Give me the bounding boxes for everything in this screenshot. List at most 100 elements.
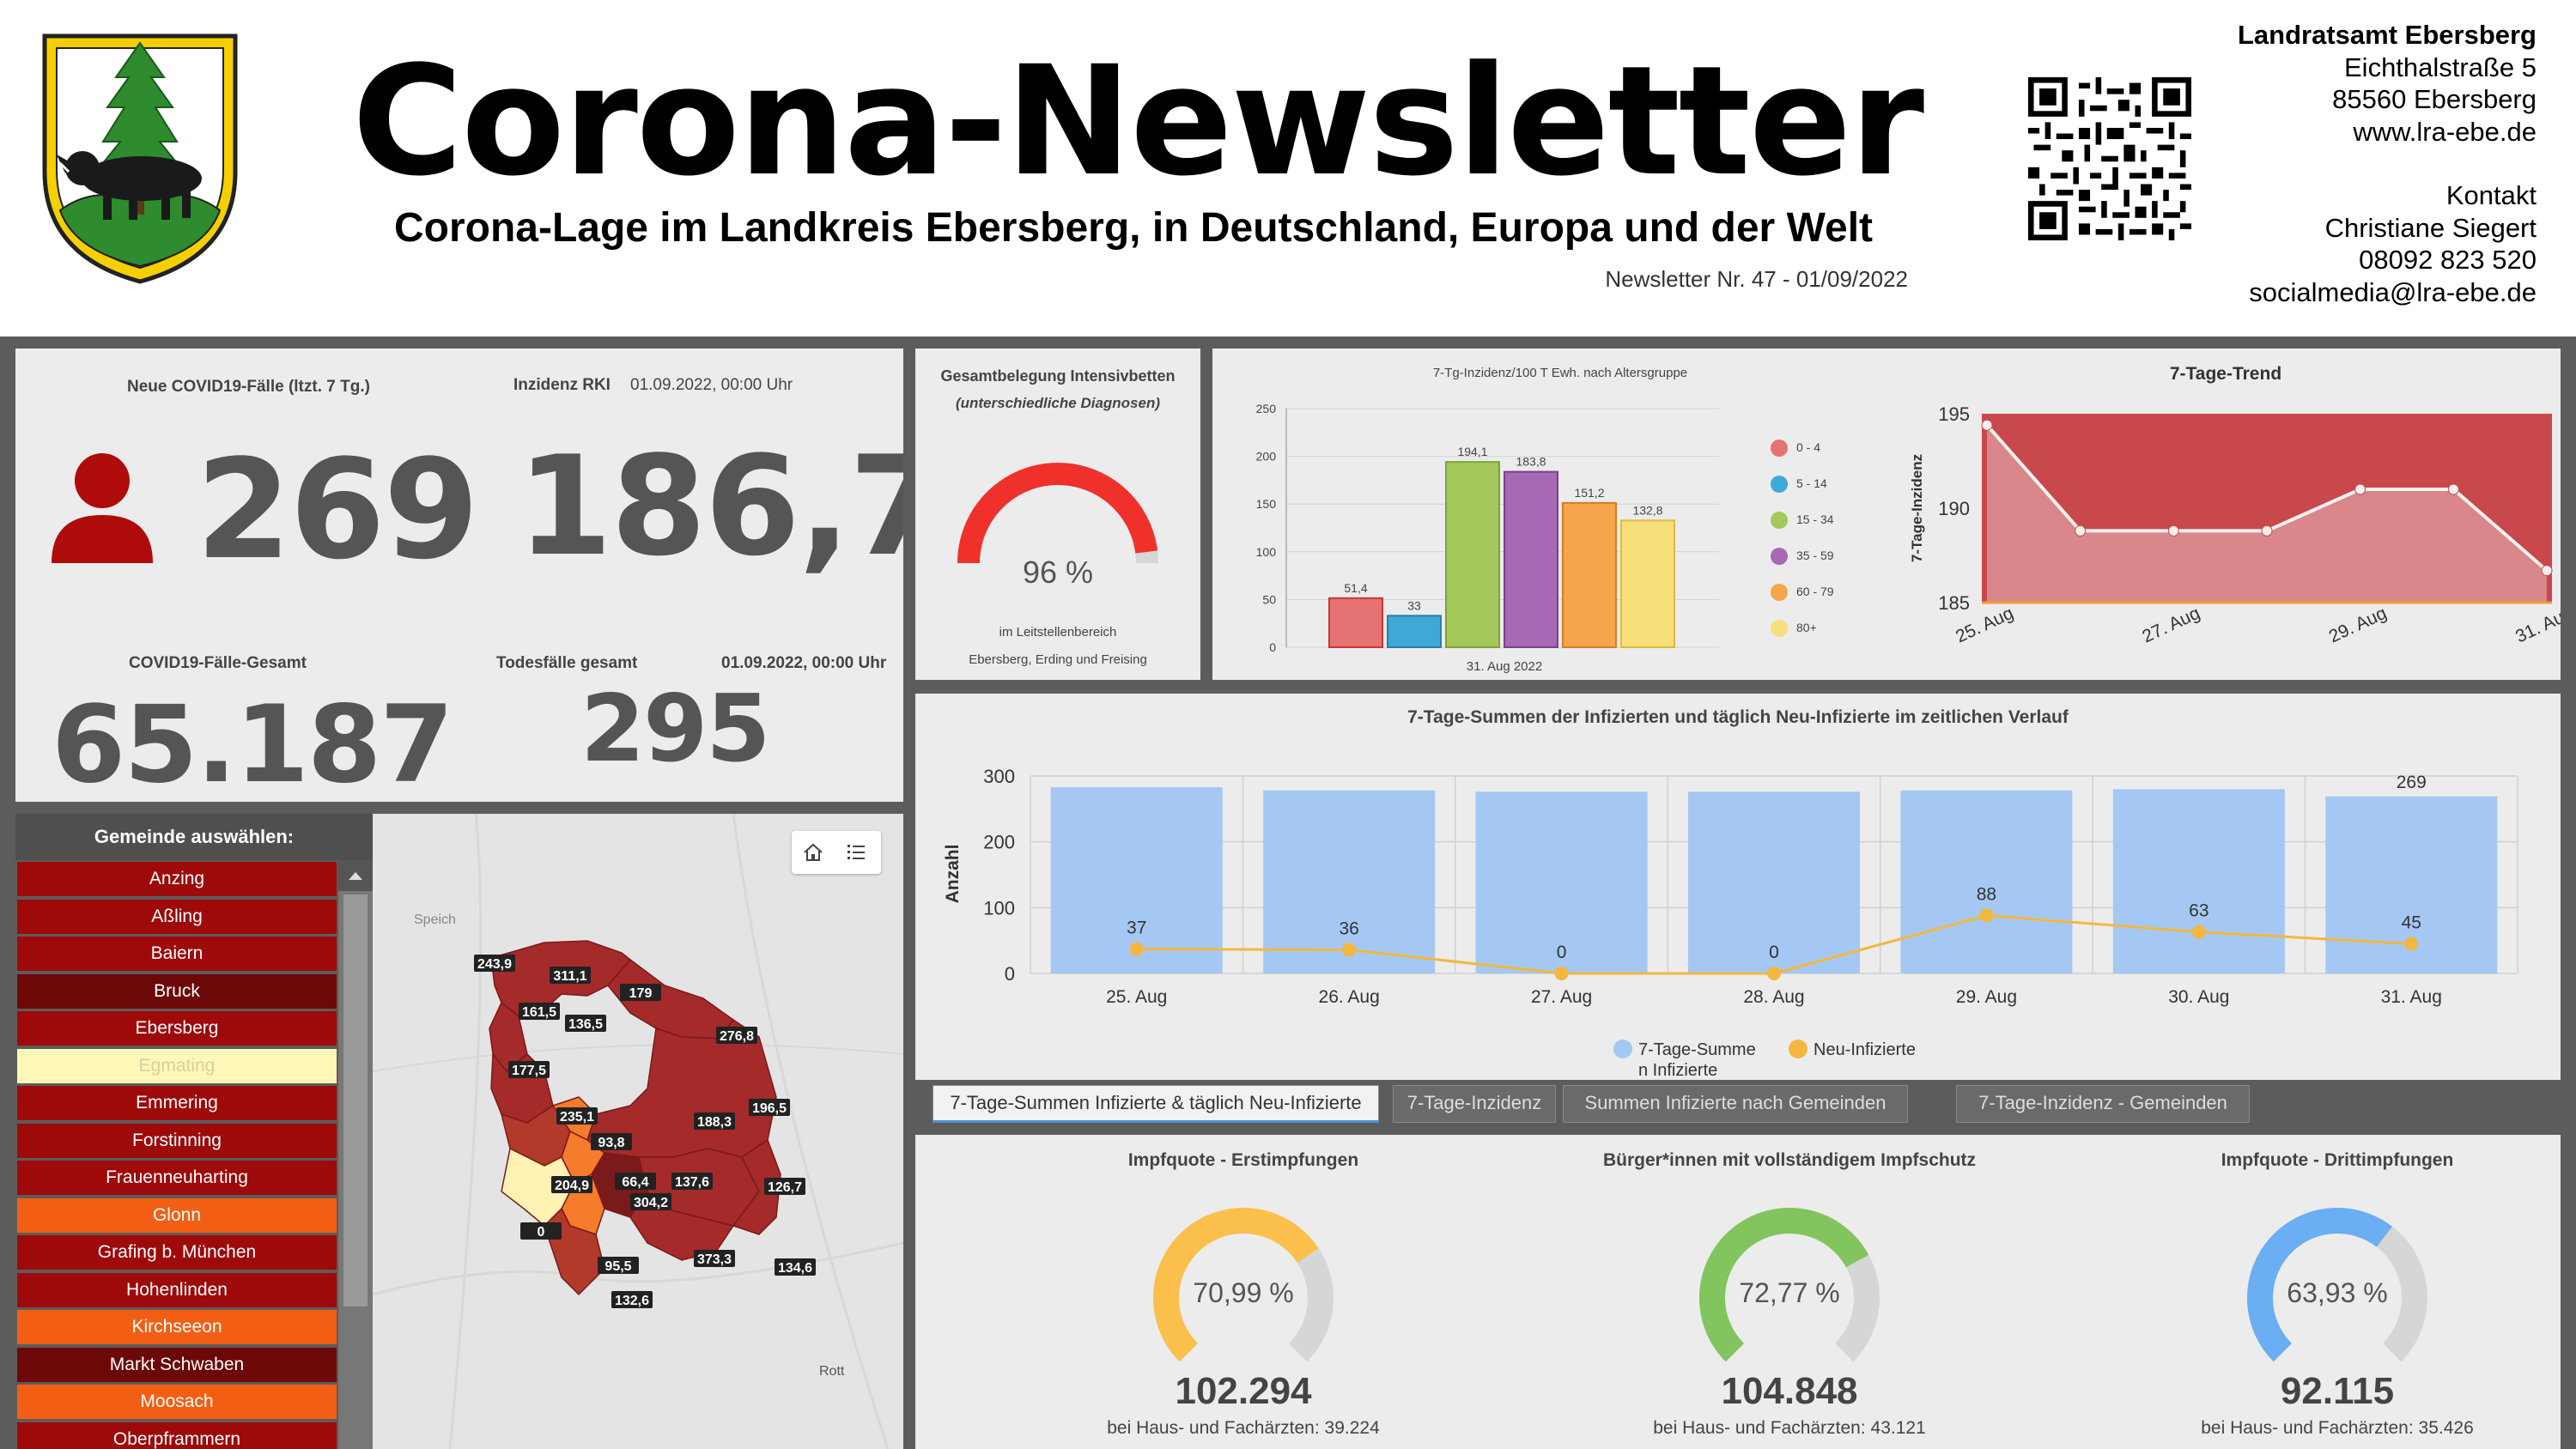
- trend-title: 7-Tage-Trend: [2169, 364, 2282, 384]
- vacc-third-title: Impfquote - Drittimpfungen: [2221, 1150, 2454, 1170]
- scroll-up-button[interactable]: [338, 860, 373, 891]
- municipality-scrollbar[interactable]: [338, 860, 373, 1449]
- age-legend-item[interactable]: 0 - 4: [1771, 434, 1820, 460]
- newsletter-title: Corona-Newsletter: [352, 33, 1924, 209]
- timeline-point: [2404, 937, 2419, 951]
- timeline-point: [2191, 925, 2206, 939]
- district-map[interactable]: Speich Rott 243,9 311,1 179 161,5 136,5 276,8…: [373, 814, 903, 1449]
- map-canvas[interactable]: Speich Rott 243,9 311,1 179 161,5 136,5 276,8…: [373, 814, 903, 1449]
- municipality-item[interactable]: Grafing b. München: [17, 1235, 337, 1270]
- municipality-item[interactable]: Bruck: [17, 973, 337, 1009]
- email-link[interactable]: socialmedia@lra-ebe.de: [2249, 276, 2537, 307]
- legend-dot-icon: [1771, 548, 1788, 566]
- age-bar-label: 194,1: [1457, 445, 1487, 458]
- map-label-bg: [620, 984, 661, 1001]
- incidence-value: 186,7: [517, 426, 903, 586]
- phone-number[interactable]: 08092 823 520: [2359, 245, 2537, 275]
- home-icon[interactable]: [802, 841, 824, 864]
- age-bar: [1504, 470, 1558, 649]
- vacc-gauge-1-fill: [1699, 1208, 1869, 1362]
- tab-incidence-by-municipality[interactable]: 7-Tage-Inzidenz - Gemeinden: [1956, 1085, 2250, 1123]
- municipality-item[interactable]: Markt Schwaben: [17, 1347, 337, 1382]
- legend-label: 5 - 14: [1796, 476, 1827, 490]
- municipality-item[interactable]: Anzing: [17, 862, 337, 896]
- municipality-item[interactable]: Egmating: [17, 1048, 337, 1083]
- tab-sums-by-municipality[interactable]: Summen Infizierte nach Gemeinden: [1563, 1085, 1908, 1123]
- age-ytick: 200: [1256, 450, 1277, 464]
- scroll-thumb[interactable]: [343, 894, 368, 1307]
- trend-xtick: 31. Aug: [2512, 603, 2561, 647]
- vacc-full-gauge: [1699, 1208, 1880, 1362]
- age-legend-item[interactable]: 35 - 59: [1771, 543, 1834, 568]
- chevron-up-icon: [349, 872, 362, 880]
- municipality-item[interactable]: Aßling: [17, 899, 337, 934]
- age-legend-item[interactable]: 80+: [1771, 615, 1817, 640]
- municipality-item[interactable]: Glonn: [17, 1197, 337, 1233]
- map-label-bg: [550, 967, 591, 984]
- contact-label: Kontakt: [2445, 180, 2537, 210]
- age-legend-item[interactable]: 5 - 14: [1771, 470, 1827, 496]
- map-label-bg: [716, 1027, 757, 1044]
- map-label-bg: [694, 1250, 735, 1267]
- map-label-bg: [764, 1178, 805, 1195]
- municipality-item[interactable]: Baiern: [17, 937, 337, 971]
- list-icon[interactable]: [845, 841, 867, 864]
- vacc-gauge-2-fill: [2247, 1208, 2393, 1362]
- age-legend-item[interactable]: 60 - 79: [1771, 579, 1834, 604]
- municipality-item[interactable]: Forstinning: [17, 1123, 337, 1158]
- map-label-bg: [474, 955, 515, 972]
- website-link[interactable]: www.lra-ebe.de: [2353, 116, 2537, 147]
- timeline-ytick: 0: [1005, 963, 1015, 985]
- municipality-item[interactable]: Frauenneuharting: [17, 1161, 337, 1195]
- map-incidence-label: 93,8: [598, 1136, 624, 1150]
- place-label-speich: Speich: [414, 912, 456, 927]
- map-incidence-label: 188,3: [697, 1115, 732, 1130]
- map-incidence-label: 161,5: [522, 1005, 556, 1020]
- municipality-item[interactable]: Kirchseeon: [17, 1310, 337, 1344]
- municipality-item[interactable]: Oberpframmern: [17, 1422, 337, 1449]
- age-trend-panel: 7-Tg-Inzidenz/100 T Ewh. nach Altersgrup…: [1212, 349, 2561, 680]
- timeline-xtick: 30. Aug: [2168, 987, 2229, 1007]
- newsletter-subtitle: Corona-Lage im Landkreis Ebersberg, in D…: [393, 205, 1874, 251]
- vacc-full-percent: 72,77 %: [1739, 1277, 1840, 1308]
- municipality-item[interactable]: Emmering: [17, 1086, 337, 1120]
- icu-gauge-fill: [957, 463, 1158, 564]
- municipality-item[interactable]: Ebersberg: [17, 1011, 337, 1046]
- age-xlabel: 31. Aug 2022: [1467, 659, 1542, 674]
- deaths-value: 295: [580, 676, 770, 783]
- trend-point: [2075, 524, 2087, 537]
- street: Eichthalstraße 5: [2344, 52, 2537, 82]
- legend-dot-icon: [1771, 476, 1788, 494]
- timeline-panel: 7-Tage-Summen der Infizierten und täglic…: [915, 694, 2561, 1082]
- timeline-xtick: 31. Aug: [2381, 987, 2442, 1007]
- legend-label: 60 - 79: [1796, 585, 1834, 598]
- vacc-full-note: bei Haus- und Fachärzten: 43.121: [1653, 1418, 1926, 1438]
- vacc-third-note: bei Haus- und Fachärzten: 35.426: [2201, 1418, 2474, 1438]
- tab-7day-incidence[interactable]: 7-Tage-Inzidenz: [1393, 1085, 1556, 1123]
- map-incidence-label: 126,7: [768, 1180, 802, 1195]
- qr-code-icon[interactable]: [2028, 77, 2191, 240]
- age-ytick: 150: [1256, 497, 1277, 511]
- contact-address: Landratsamt Ebersberg Eichthalstraße 5 8…: [2198, 19, 2537, 308]
- timeline-point-label: 45: [2402, 913, 2421, 933]
- legend-dot-icon: [1771, 584, 1788, 602]
- age-legend-item[interactable]: 15 - 34: [1771, 506, 1834, 532]
- municipality-item[interactable]: Moosach: [17, 1385, 337, 1419]
- timeline-ylabel: Anzahl: [943, 845, 963, 904]
- map-incidence-label: 66,4: [622, 1175, 648, 1190]
- legend-label: 35 - 59: [1796, 549, 1834, 562]
- org-name: Landratsamt Ebersberg: [2238, 20, 2537, 50]
- vacc-first-gauge: [1153, 1208, 1334, 1362]
- vacc-third-gauge: [2247, 1208, 2427, 1362]
- map-label-bg: [520, 1222, 562, 1240]
- age-bar: [1445, 461, 1500, 648]
- map-label-bg: [556, 1107, 598, 1125]
- timeline-point: [1129, 942, 1144, 956]
- age-bar-label: 151,2: [1574, 486, 1604, 500]
- municipality-item[interactable]: Hohenlinden: [17, 1272, 337, 1307]
- vacc-first-percent: 70,99 %: [1193, 1277, 1294, 1308]
- timeline-ytick: 100: [983, 897, 1015, 919]
- tab-7day-sums[interactable]: 7-Tage-Summen Infizierte & täglich Neu-I…: [933, 1085, 1379, 1123]
- timeline-xtick: 25. Aug: [1106, 987, 1167, 1007]
- timeline-xtick: 28. Aug: [1743, 987, 1804, 1007]
